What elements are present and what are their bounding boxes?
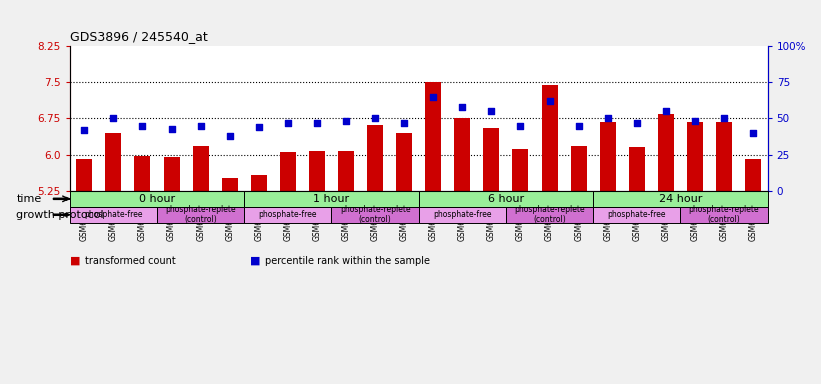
- Point: [282, 120, 295, 126]
- Point: [746, 130, 759, 136]
- Text: phosphate-free: phosphate-free: [259, 210, 317, 219]
- Point: [485, 108, 498, 114]
- Bar: [419, 191, 594, 207]
- Text: phosphate-free: phosphate-free: [608, 210, 666, 219]
- Bar: [629, 147, 644, 191]
- Bar: [250, 175, 267, 191]
- Text: phosphate-replete
(control): phosphate-replete (control): [689, 205, 759, 225]
- Bar: [716, 122, 732, 191]
- Bar: [367, 125, 383, 191]
- Text: 0 hour: 0 hour: [139, 194, 175, 204]
- Point: [427, 94, 440, 100]
- Bar: [332, 207, 419, 223]
- Bar: [193, 146, 209, 191]
- Text: growth protocol: growth protocol: [16, 210, 104, 220]
- Text: phosphate-replete
(control): phosphate-replete (control): [514, 205, 585, 225]
- Point: [339, 118, 352, 124]
- Text: phosphate-free: phosphate-free: [84, 210, 143, 219]
- Point: [397, 120, 410, 126]
- Point: [601, 116, 614, 122]
- Bar: [76, 159, 92, 191]
- Bar: [245, 207, 332, 223]
- Point: [718, 116, 731, 122]
- Bar: [745, 159, 761, 191]
- Text: phosphate-replete
(control): phosphate-replete (control): [165, 205, 236, 225]
- Bar: [542, 85, 557, 191]
- Text: percentile rank within the sample: percentile rank within the sample: [265, 256, 430, 266]
- Bar: [70, 207, 157, 223]
- Text: phosphate-replete
(control): phosphate-replete (control): [340, 205, 410, 225]
- Bar: [338, 151, 354, 191]
- Bar: [454, 119, 470, 191]
- Point: [223, 133, 236, 139]
- Point: [688, 118, 701, 124]
- Bar: [571, 146, 587, 191]
- Point: [456, 104, 469, 110]
- Point: [369, 116, 382, 122]
- Point: [78, 127, 91, 133]
- Bar: [599, 122, 616, 191]
- Point: [514, 122, 527, 129]
- Point: [107, 116, 120, 122]
- Bar: [484, 128, 499, 191]
- Bar: [309, 151, 325, 191]
- Point: [252, 124, 265, 130]
- Text: ■: ■: [250, 256, 261, 266]
- Bar: [245, 191, 419, 207]
- Text: 6 hour: 6 hour: [488, 194, 524, 204]
- Text: GDS3896 / 245540_at: GDS3896 / 245540_at: [70, 30, 208, 43]
- Point: [310, 120, 323, 126]
- Bar: [594, 207, 681, 223]
- Point: [631, 120, 644, 126]
- Text: 1 hour: 1 hour: [314, 194, 350, 204]
- Bar: [512, 149, 529, 191]
- Bar: [687, 122, 703, 191]
- Text: time: time: [16, 194, 42, 204]
- Point: [572, 122, 585, 129]
- Bar: [506, 207, 594, 223]
- Bar: [397, 133, 412, 191]
- Point: [659, 108, 672, 114]
- Text: 24 hour: 24 hour: [658, 194, 702, 204]
- Bar: [222, 178, 238, 191]
- Point: [165, 126, 178, 132]
- Bar: [157, 207, 245, 223]
- Bar: [163, 157, 180, 191]
- Bar: [658, 114, 674, 191]
- Text: phosphate-free: phosphate-free: [433, 210, 492, 219]
- Bar: [594, 191, 768, 207]
- Text: transformed count: transformed count: [85, 256, 176, 266]
- Bar: [280, 152, 296, 191]
- Text: ■: ■: [70, 256, 80, 266]
- Point: [543, 98, 556, 104]
- Bar: [425, 82, 441, 191]
- Bar: [105, 133, 122, 191]
- Bar: [135, 156, 150, 191]
- Bar: [419, 207, 506, 223]
- Point: [136, 122, 149, 129]
- Point: [194, 122, 207, 129]
- Bar: [70, 191, 245, 207]
- Bar: [681, 207, 768, 223]
